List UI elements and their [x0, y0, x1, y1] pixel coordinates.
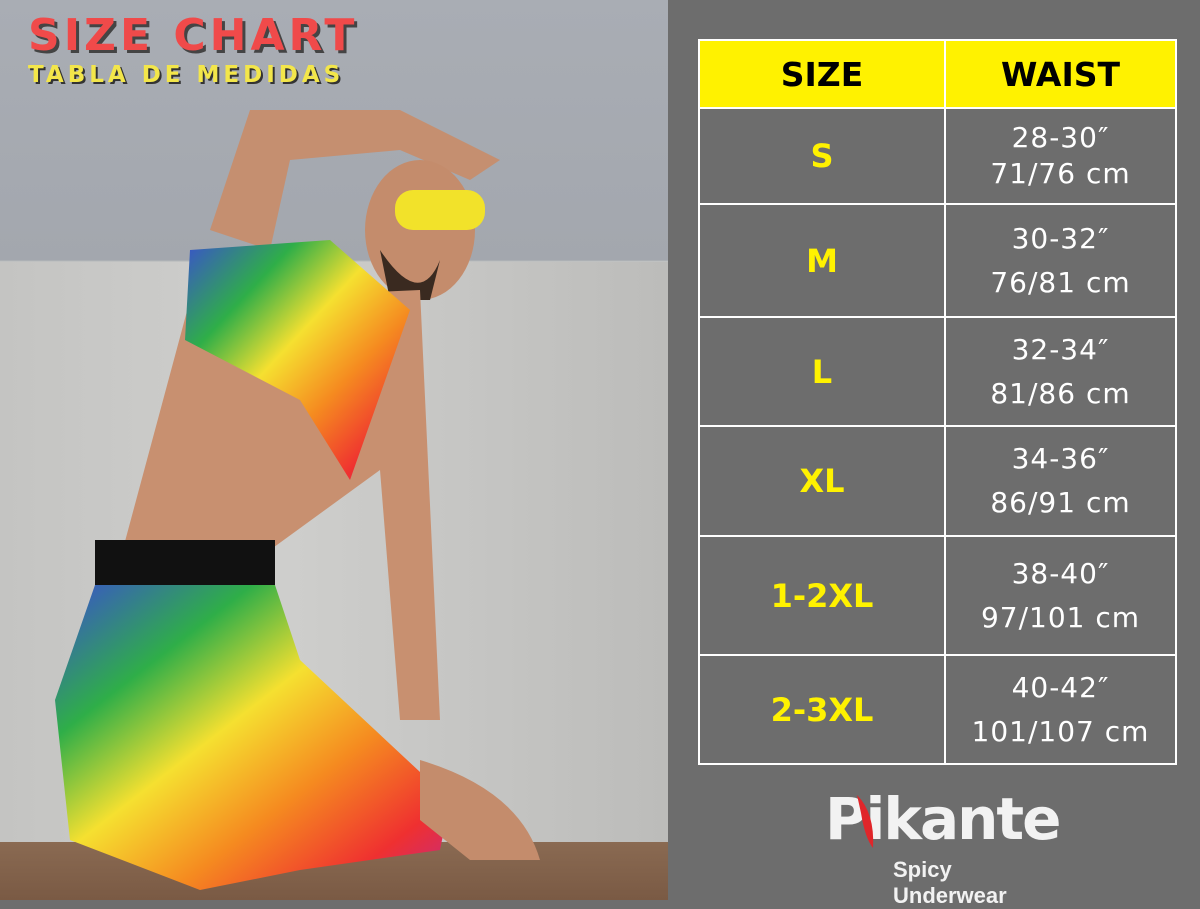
table-row: M 30-32″ 76/81 cm: [698, 203, 1177, 318]
size-chart-title: SIZE CHART: [28, 10, 359, 61]
size-cell: L: [698, 316, 946, 427]
size-cell: 1-2XL: [698, 535, 946, 656]
waist-inches: 40-42″: [1011, 670, 1110, 704]
waist-inches: 32-34″: [1011, 332, 1110, 366]
waist-cell: 34-36″ 86/91 cm: [944, 425, 1177, 537]
table-row: S 28-30″ 71/76 cm: [698, 107, 1177, 205]
chili-pepper-icon: [857, 795, 874, 848]
brand-tagline: Spicy Underwear: [893, 857, 1007, 908]
waist-cell: 38-40″ 97/101 cm: [944, 535, 1177, 656]
table-header-row: SIZE WAIST: [698, 39, 1177, 109]
waist-inches: 30-32″: [1011, 221, 1110, 255]
header-size: SIZE: [698, 39, 946, 109]
waist-cell: 32-34″ 81/86 cm: [944, 316, 1177, 427]
size-chart-subtitle: TABLA DE MEDIDAS: [28, 62, 345, 88]
waist-cm: 71/76 cm: [990, 157, 1131, 190]
table-row: 2-3XL 40-42″ 101/107 cm: [698, 654, 1177, 765]
waist-inches: 28-30″: [1011, 121, 1110, 154]
size-table: SIZE WAIST S 28-30″ 71/76 cm M 30-32″ 76/8…: [698, 39, 1177, 765]
waist-cm: 86/91 cm: [990, 486, 1131, 519]
size-cell: XL: [698, 425, 946, 537]
waist-cell: 40-42″ 101/107 cm: [944, 654, 1177, 765]
waist-cm: 97/101 cm: [980, 600, 1141, 634]
model-figure: [55, 110, 540, 890]
size-cell: M: [698, 203, 946, 318]
table-row: XL 34-36″ 86/91 cm: [698, 425, 1177, 537]
model-photo: SIZE CHART TABLA DE MEDIDAS: [0, 0, 668, 900]
waist-cell: 28-30″ 71/76 cm: [944, 107, 1177, 205]
size-cell: 2-3XL: [698, 654, 946, 765]
table-row: 1-2XL 38-40″ 97/101 cm: [698, 535, 1177, 656]
waist-cell: 30-32″ 76/81 cm: [944, 203, 1177, 318]
brand-logo: Pikante Spicy Underwear: [825, 785, 1065, 908]
waist-cm: 81/86 cm: [990, 376, 1131, 410]
table-row: L 32-34″ 81/86 cm: [698, 316, 1177, 427]
header-waist: WAIST: [944, 39, 1177, 109]
waist-cm: 101/107 cm: [971, 714, 1150, 748]
waist-cm: 76/81 cm: [990, 265, 1131, 299]
waist-inches: 34-36″: [1011, 442, 1110, 475]
waist-inches: 38-40″: [1011, 556, 1110, 590]
size-cell: S: [698, 107, 946, 205]
